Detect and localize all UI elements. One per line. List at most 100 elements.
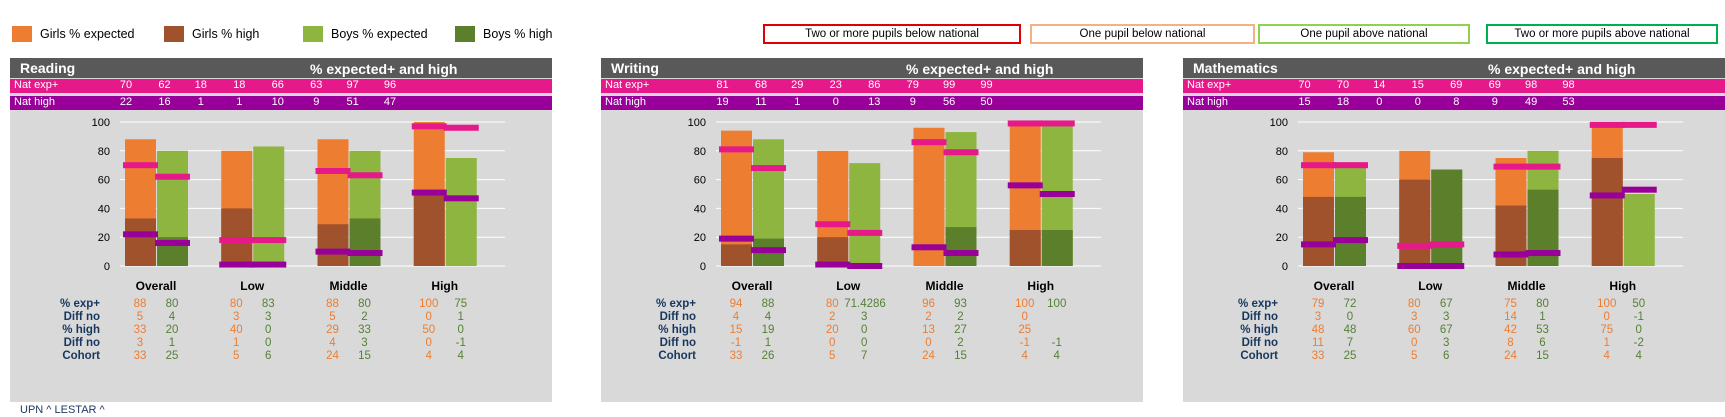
- table-cell: 5: [329, 311, 336, 323]
- table-cell: -2: [1633, 337, 1644, 349]
- table-cell: 0: [829, 337, 836, 349]
- table-cell: 3: [361, 337, 368, 349]
- bar-girls-high: [817, 237, 849, 266]
- row-label: Diff no: [659, 311, 696, 323]
- nat-high-value: 9: [909, 96, 916, 108]
- table-cell: 25: [1018, 324, 1032, 336]
- national-marker: [1301, 241, 1336, 248]
- panel-header: Writing % expected+ and high: [601, 58, 1143, 78]
- bar-boys-high: [945, 227, 977, 266]
- national-marker: [1039, 191, 1075, 197]
- nat-high-value: 51: [346, 96, 359, 108]
- y-tick-label: 40: [1276, 203, 1288, 215]
- table-cell: 2: [957, 311, 964, 323]
- key-two-below: Two or more pupils below national: [763, 24, 1021, 44]
- table-cell: -1: [1019, 337, 1030, 349]
- table-cell: 1: [764, 337, 772, 349]
- table-cell: 4: [1603, 350, 1610, 362]
- x-category-label: High: [431, 279, 458, 293]
- panel-title: Writing: [611, 60, 659, 76]
- table-cell: 26: [761, 350, 775, 362]
- panel-header: Reading % expected+ and high: [10, 58, 552, 78]
- y-tick-label: 0: [104, 261, 110, 273]
- national-marker: [1301, 162, 1336, 169]
- bar-boys-expected: [445, 158, 477, 266]
- table-cell: 11: [1312, 337, 1324, 349]
- nat-high-label: Nat high: [605, 96, 646, 108]
- x-category-label: High: [1027, 279, 1054, 293]
- national-marker: [815, 221, 851, 228]
- row-label: % high: [658, 324, 696, 336]
- nat-exp-value: 14: [1373, 79, 1386, 91]
- table-cell: 2: [957, 337, 964, 349]
- nat-exp-label: Nat exp+: [605, 79, 650, 91]
- nat-high-value: 9: [1491, 96, 1498, 108]
- national-marker: [155, 239, 190, 246]
- row-label: Diff no: [659, 337, 696, 349]
- y-tick-label: 80: [98, 146, 110, 158]
- table-cell: 67: [1439, 324, 1453, 336]
- y-tick-label: 100: [1270, 117, 1288, 129]
- table-cell: 3: [265, 311, 272, 323]
- national-marker: [847, 229, 883, 236]
- table-cell: 88: [761, 298, 775, 310]
- table-cell: 60: [1407, 324, 1421, 336]
- national-marker: [411, 189, 447, 196]
- table-cell: 48: [1343, 324, 1357, 336]
- nat-high-value: 0: [1414, 96, 1421, 108]
- table-cell: 0: [861, 337, 868, 349]
- table-cell: 25: [165, 350, 179, 362]
- table-cell: 50: [422, 324, 436, 336]
- national-marker: [943, 250, 979, 257]
- y-tick-label: 100: [688, 117, 706, 129]
- bar-boys-high: [349, 218, 381, 266]
- national-marker: [219, 261, 255, 268]
- table-cell: 1: [1539, 311, 1546, 323]
- panel-subtitle: % expected+ and high: [906, 61, 1054, 77]
- table-cell: 1: [233, 337, 240, 349]
- nat-high-row: Nat high 22 16 1 1 10 9 51 47: [10, 96, 552, 110]
- x-category-label: High: [1609, 279, 1636, 293]
- panel-subtitle: % expected+ and high: [1488, 61, 1636, 77]
- table-cell: 13: [922, 324, 935, 336]
- nat-high-value: 1: [197, 96, 204, 108]
- key-two-above: Two or more pupils above national: [1486, 24, 1718, 44]
- nat-high-value: 10: [271, 96, 284, 108]
- nat-exp-value: 69: [1450, 79, 1463, 91]
- y-tick-label: 60: [1276, 175, 1288, 187]
- national-marker: [155, 173, 190, 180]
- table-cell: 4: [425, 350, 432, 362]
- chart-plot: 0 20 40 60 80 100 Overall Low Middle High: [1270, 117, 1683, 293]
- national-marker: [219, 237, 255, 244]
- nat-high-value: 53: [1562, 96, 1575, 108]
- row-label: Cohort: [658, 350, 696, 362]
- national-marker: [123, 162, 158, 169]
- nat-high-value: 19: [716, 96, 729, 108]
- national-marker: [1333, 162, 1368, 169]
- national-marker: [911, 139, 947, 146]
- national-marker: [315, 167, 351, 174]
- bar-girls-high: [125, 218, 156, 266]
- table-cell: 53: [1536, 324, 1549, 336]
- nat-high-value: 50: [980, 96, 993, 108]
- table-cell: 5: [136, 311, 144, 323]
- nat-exp-value: 66: [271, 79, 284, 91]
- national-marker: [1621, 121, 1657, 128]
- nat-exp-value: 99: [942, 79, 956, 91]
- nat-exp-value: 15: [1411, 79, 1424, 91]
- reading-panel: Reading% expected+ and high Nat exp+ 70 62 1…: [10, 58, 552, 402]
- table-cell: 5: [233, 350, 240, 362]
- national-marker: [719, 146, 754, 153]
- legend-boys-expected: Boys % expected: [303, 24, 428, 44]
- x-category-label: Middle: [330, 279, 368, 293]
- y-tick-label: 80: [1276, 146, 1288, 158]
- table-cell: 4: [1635, 350, 1642, 362]
- bar-girls-expected: [721, 130, 752, 266]
- table-cell: 4: [1021, 350, 1028, 362]
- y-tick-label: 60: [694, 175, 706, 187]
- y-tick-label: 40: [694, 203, 706, 215]
- x-category-label: Overall: [136, 279, 177, 293]
- table-cell: 8: [1507, 337, 1514, 349]
- national-marker: [1525, 250, 1561, 257]
- table-cell: 88: [133, 298, 147, 310]
